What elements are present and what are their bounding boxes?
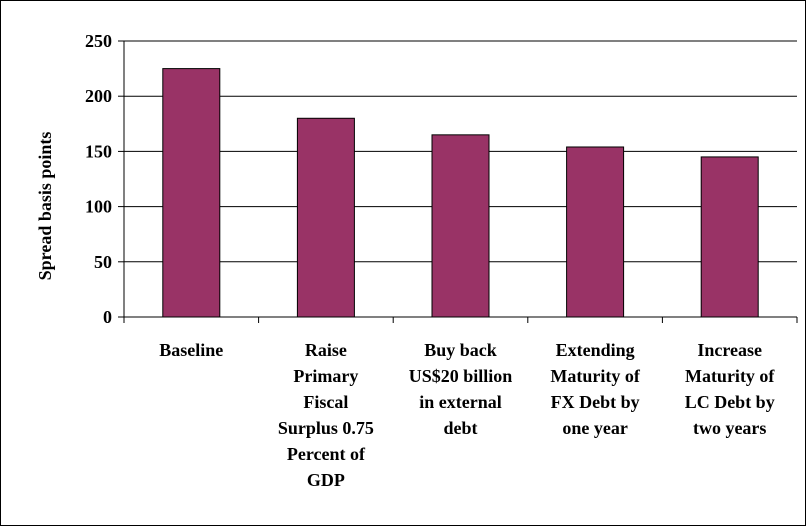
category-label-line: Increase	[697, 340, 762, 360]
category-label-line: Baseline	[159, 340, 223, 360]
category-label-line: Extending	[556, 340, 635, 360]
category-label-0: Baseline	[159, 340, 223, 360]
category-label-3: Extending Maturity of FX Debt by one year	[550, 340, 640, 438]
bar-4	[700, 156, 759, 318]
bar-2	[431, 134, 490, 318]
y-tick-label: 200	[85, 86, 112, 106]
y-tick-label: 0	[103, 307, 112, 327]
axes	[118, 40, 798, 323]
bar-1	[296, 117, 355, 318]
category-label-line: in external	[419, 392, 502, 412]
y-axis-label: Spread basis points	[35, 132, 55, 281]
category-label-line: Fiscal	[303, 392, 348, 412]
y-tick-labels: 0 50 100 150 200 250	[85, 31, 112, 327]
category-label-line: FX Debt by	[551, 392, 640, 412]
category-label-line: Maturity of	[550, 366, 640, 386]
category-label-1: Raise Primary Fiscal Surplus 0.75 Percent of…	[278, 340, 374, 490]
category-label-line: two years	[693, 418, 766, 438]
category-label-line: Percent of	[287, 444, 366, 464]
category-label-line: one year	[562, 418, 627, 438]
category-label-line: Maturity of	[685, 366, 775, 386]
y-tick-label: 150	[85, 141, 112, 161]
y-tick-label: 250	[85, 31, 112, 51]
category-label-4: Increase Maturity of LC Debt by two years	[685, 340, 776, 438]
category-label-line: Buy back	[424, 340, 497, 360]
category-label-line: debt	[443, 418, 477, 438]
category-label-line: Raise	[305, 340, 347, 360]
category-label-line: GDP	[307, 470, 345, 490]
y-tick-label: 50	[94, 252, 112, 272]
y-tick-label: 100	[85, 197, 112, 217]
bars	[162, 68, 759, 318]
bar-3	[566, 146, 625, 318]
category-labels: Baseline Raise Primary Fiscal Surplus 0.75 Pe…	[159, 340, 775, 490]
category-label-line: Primary	[293, 366, 358, 386]
category-label-line: LC Debt by	[685, 392, 775, 412]
category-label-line: Surplus 0.75	[278, 418, 374, 438]
bar-0	[162, 68, 221, 318]
category-label-line: US$20 billion	[409, 366, 513, 386]
category-label-2: Buy back US$20 billion in external debt	[409, 340, 513, 438]
